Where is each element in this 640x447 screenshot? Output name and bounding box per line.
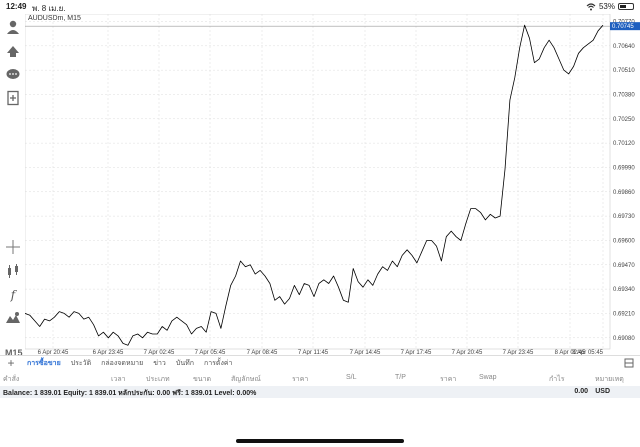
column-header-6: S/L xyxy=(346,374,357,381)
x-tick-label: 7 Apr 14:45 xyxy=(350,350,381,355)
y-tick-label: 0.69080 xyxy=(613,336,635,342)
x-tick-label: 7 Apr 05:45 xyxy=(195,350,226,355)
tab-2[interactable]: กล่องจดหมาย xyxy=(101,359,144,367)
column-header-4: สัญลักษณ์ xyxy=(231,376,261,383)
balance-text: Balance: 1 839.01 Equity: 1 839.01 หลักป… xyxy=(3,390,257,397)
battery-percent: 53% xyxy=(598,2,615,11)
indicators-icon[interactable]: f xyxy=(10,288,16,302)
tab-4[interactable]: บันทึก xyxy=(175,359,194,367)
x-tick-label: 7 Apr 11:45 xyxy=(298,350,329,355)
trade-icon[interactable] xyxy=(4,42,22,60)
y-tick-label: 0.69860 xyxy=(613,190,635,196)
x-tick-label: 7 Apr 23:45 xyxy=(503,350,534,355)
tab-3[interactable]: ข่าว xyxy=(153,359,166,367)
status-time: 12:49 xyxy=(6,2,27,11)
toolbox-tabs: + การซื้อขาย ประวัติ กล่องจดหมาย ข่าว บันทึก… xyxy=(0,355,640,370)
current-price-tag-text: 0.70745 xyxy=(612,24,634,30)
crosshair-icon[interactable] xyxy=(4,238,22,256)
left-toolbar: f M15 xyxy=(0,14,25,358)
column-header-9: Swap xyxy=(479,374,497,381)
tab-0[interactable]: การซื้อขาย xyxy=(27,359,61,367)
x-tick-label: 8 Apr 05:45 xyxy=(572,350,603,355)
x-tick-label: 7 Apr 08:45 xyxy=(247,350,278,355)
y-tick-label: 0.70250 xyxy=(613,117,635,123)
chat-icon[interactable] xyxy=(4,66,22,84)
x-tick-label: 7 Apr 20:45 xyxy=(452,350,483,355)
status-date: พ. 8 เม.ย. xyxy=(32,4,66,13)
column-header-1: เวลา xyxy=(111,376,126,383)
column-header-3: ขนาด xyxy=(193,376,212,383)
x-tick-label: 7 Apr 02:45 xyxy=(144,350,175,355)
y-tick-label: 0.70380 xyxy=(613,92,635,98)
tab-5[interactable]: การตั้งค่า xyxy=(203,359,233,367)
accounts-icon[interactable] xyxy=(4,18,22,36)
y-tick-label: 0.69990 xyxy=(613,165,635,171)
column-header-8: ราคา xyxy=(440,376,457,383)
column-header-7: T/P xyxy=(395,374,406,381)
home-indicator[interactable] xyxy=(236,439,404,443)
tab-1[interactable]: ประวัติ xyxy=(70,359,92,367)
column-header-2: ประเภท xyxy=(146,376,170,383)
new-order-icon[interactable] xyxy=(4,89,22,107)
y-tick-label: 0.69210 xyxy=(613,311,635,317)
status-bar: 12:49 พ. 8 เม.ย. 53% xyxy=(0,0,640,14)
price-series-line xyxy=(25,24,604,346)
column-header-10: กำไร xyxy=(549,376,565,383)
y-axis-labels: 0.707700.706400.705100.703800.702500.701… xyxy=(613,19,635,341)
y-tick-label: 0.70120 xyxy=(613,141,635,147)
y-tick-label: 0.69340 xyxy=(613,287,635,293)
x-tick-label: 6 Apr 20:45 xyxy=(38,350,69,355)
column-header-0: คำสั่ง xyxy=(3,376,20,383)
x-axis-labels: 6 Apr 20:45 6 Apr 23:45 7 Apr 02:45 7 Apr 0… xyxy=(38,350,604,355)
x-tick-label: 6 Apr 23:45 xyxy=(93,350,124,355)
battery-fill xyxy=(620,5,627,8)
y-tick-label: 0.69600 xyxy=(613,238,635,244)
column-header-11: หมายเหตุ xyxy=(595,376,624,383)
status-right: 53% xyxy=(586,2,634,11)
y-tick-label: 0.70640 xyxy=(613,44,635,50)
chart-symbol: AUDUSDm, M15 xyxy=(28,15,81,22)
price-chart[interactable]: 0.707700.706400.705100.703800.702500.701… xyxy=(25,14,640,355)
orders-table-header: คำสั่ง เวลา ประเภท ขนาด สัญลักษณ์ ราคา S/L T/P ร… xyxy=(0,372,640,384)
add-icon[interactable]: + xyxy=(7,356,15,370)
balance-profit: 0.00 xyxy=(574,388,588,395)
chart-grid xyxy=(25,14,610,349)
column-header-5: ราคา xyxy=(292,376,309,383)
x-tick-label: 8 Apr 02:45 xyxy=(555,350,586,355)
wifi-icon xyxy=(586,2,596,10)
plot-frame xyxy=(25,14,611,350)
expand-panel-icon[interactable] xyxy=(624,358,634,368)
tabs-container: การซื้อขาย ประวัติ กล่องจดหมาย ข่าว บันทึก กา… xyxy=(22,358,237,369)
chart-type-icon[interactable] xyxy=(4,262,22,280)
y-tick-label: 0.70510 xyxy=(613,68,635,74)
battery-icon xyxy=(618,3,634,10)
y-tick-label: 0.69730 xyxy=(613,214,635,220)
balance-currency: USD xyxy=(595,388,610,395)
balance-row: Balance: 1 839.01 Equity: 1 839.01 หลักป… xyxy=(0,386,640,398)
y-tick-label: 0.69470 xyxy=(613,263,635,269)
x-tick-label: 7 Apr 17:45 xyxy=(401,350,432,355)
current-price-tag xyxy=(610,22,640,31)
timeframe-label[interactable]: M15 xyxy=(5,348,23,358)
objects-icon[interactable] xyxy=(4,309,22,327)
